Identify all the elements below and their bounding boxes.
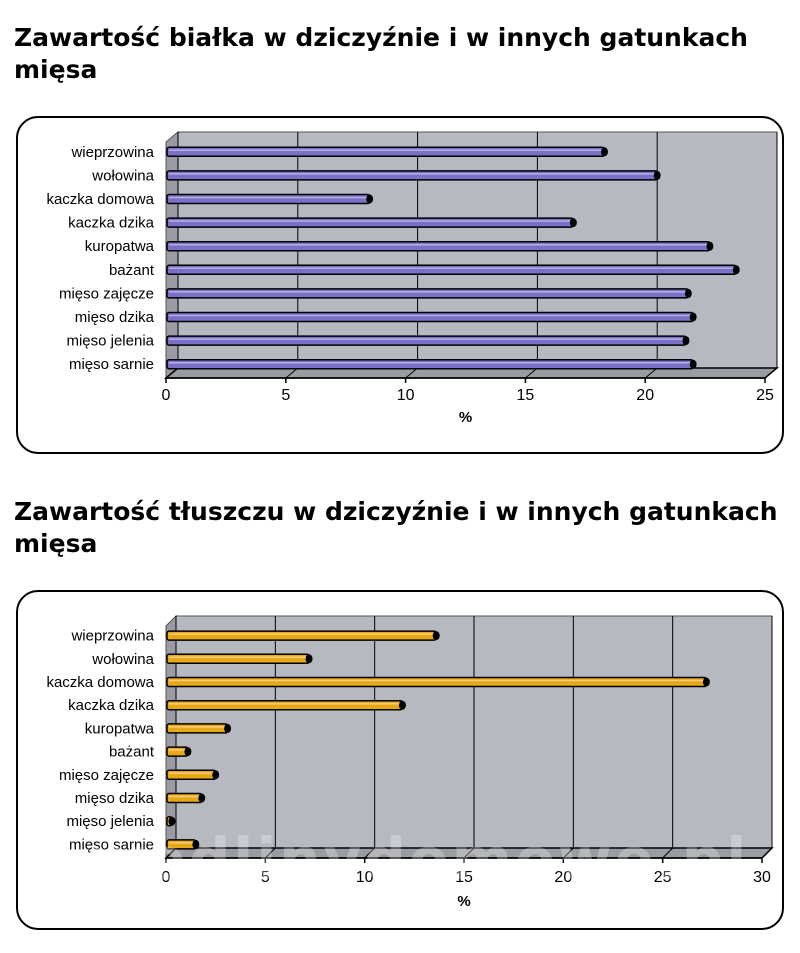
fat-category-label: kaczka dzika (68, 697, 155, 714)
protein-category-label: bażant (109, 262, 155, 279)
fat-gridline-floor (364, 847, 376, 859)
protein-x-tick-label: 5 (281, 387, 290, 404)
protein-bar-cap (706, 241, 714, 251)
fat-x-tick-label: 0 (162, 869, 171, 886)
protein-bar-cap (682, 336, 690, 346)
fat-bar-cap (432, 631, 440, 641)
fat-bar-cap (198, 793, 206, 803)
fat-category-label: mięso jelenia (66, 813, 154, 830)
protein-category-label: mięso zajęcze (59, 285, 154, 302)
fat-x-tick-label: 25 (654, 869, 672, 886)
fat-gridline-floor (662, 847, 674, 859)
fat-category-label: mięso dzika (75, 790, 155, 807)
fat-gridline-floor (264, 847, 276, 859)
protein-category-label: mięso dzika (75, 309, 155, 326)
fat-x-tick-label: 15 (455, 869, 473, 886)
fat-gridline-floor (165, 847, 177, 859)
fat-x-tick-label: 20 (554, 869, 572, 886)
fat-bar-cap (168, 816, 176, 826)
protein-chart-title: Zawartość białka w dziczyźnie i w innych… (14, 23, 748, 84)
protein-bar-cap (689, 359, 697, 369)
fat-bar (166, 769, 217, 781)
protein-category-label: kuropatwa (85, 238, 155, 255)
fat-gridline-floor (761, 847, 773, 859)
fat-category-label: kaczka domowa (46, 674, 154, 691)
fat-bar-cap (398, 700, 406, 710)
protein-x-tick-label: 20 (636, 387, 654, 404)
protein-bar-cap (732, 265, 740, 275)
fat-category-label: kuropatwa (85, 720, 155, 737)
fat-bar-cap (702, 677, 710, 687)
protein-category-label: wieprzowina (70, 144, 154, 161)
fat-bar (166, 792, 203, 804)
protein-category-label: kaczka dzika (68, 215, 155, 232)
fat-x-tick-label: 5 (261, 869, 270, 886)
protein-x-tick-label: 10 (397, 387, 415, 404)
protein-x-tick-label: 15 (517, 387, 535, 404)
protein-category-label: mięso jelenia (66, 333, 154, 350)
protein-category-label: kaczka domowa (46, 191, 154, 208)
fat-chart-title: Zawartość tłuszczu w dziczyźnie i w inny… (14, 497, 778, 558)
fat-gridline-floor (562, 847, 574, 859)
fat-bar (166, 676, 708, 688)
fat-bar-cap (224, 723, 232, 733)
fat-category-label: wieprzowina (70, 628, 154, 645)
fat-bar (166, 723, 229, 734)
protein-gridline-floor (405, 367, 418, 379)
protein-gridline-floor (285, 367, 299, 379)
protein-x-axis-label: % (459, 409, 472, 426)
fat-bar (166, 630, 437, 641)
protein-bar-cap (569, 218, 577, 228)
fat-bar-cap (192, 839, 200, 849)
protein-gridline-floor (764, 367, 778, 379)
fat-category-label: wołowina (91, 651, 154, 668)
fat-bar-cap (184, 747, 192, 757)
fat-x-tick-label: 30 (753, 869, 771, 886)
protein-bar-cap (689, 312, 697, 322)
fat-bar (166, 699, 404, 711)
protein-category-label: wołowina (91, 167, 154, 184)
protein-bar-cap (653, 170, 661, 180)
protein-gridline-floor (165, 367, 179, 379)
fat-category-label: mięso sarnie (69, 836, 154, 853)
fat-category-label: bażant (109, 744, 155, 761)
protein-x-tick-label: 0 (162, 387, 171, 404)
fat-x-tick-label: 10 (356, 869, 374, 886)
protein-bar-cap (600, 147, 608, 157)
fat-bar (166, 653, 310, 665)
fat-gridline-floor (463, 847, 475, 859)
fat-category-label: mięso zajęcze (59, 767, 154, 784)
protein-gridline-floor (644, 367, 658, 379)
fat-x-axis-label: % (457, 893, 470, 910)
fat-bar-cap (305, 654, 313, 664)
protein-bar-cap (366, 194, 374, 204)
protein-gridline-floor (525, 367, 538, 379)
protein-bar-cap (684, 288, 692, 298)
protein-x-tick-label: 25 (756, 387, 774, 404)
fat-bar-cap (212, 770, 220, 780)
protein-category-label: mięso sarnie (69, 356, 154, 373)
fat-bar (166, 839, 197, 850)
